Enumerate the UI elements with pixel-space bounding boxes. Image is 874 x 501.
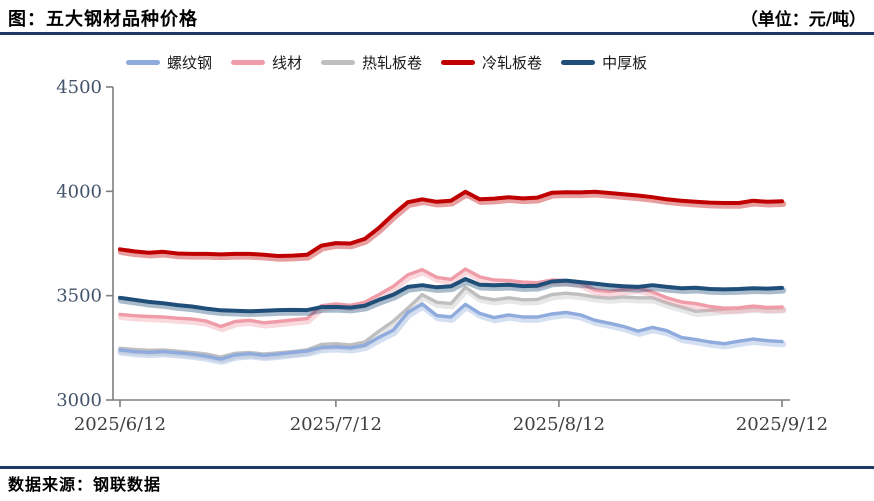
legend-item-cold_rolled: 冷轧板卷 [441,52,542,73]
legend-label: 线材 [272,54,303,72]
x-tick-label: 2025/6/12 [74,414,166,435]
y-tick-label: 3500 [56,286,102,307]
legend-item-plate: 中厚板 [561,52,647,73]
legend-label: 冷轧板卷 [482,54,543,72]
legend-item-rebar: 螺纹钢 [126,52,212,73]
legend-label: 热轧板卷 [362,54,423,72]
series-line-rebar [118,302,784,361]
legend-swatch [321,60,356,65]
legend-label: 螺纹钢 [167,54,213,72]
legend-label: 中厚板 [602,54,648,72]
series-line-wire_rod [118,267,784,329]
legend-item-hot_rolled: 热轧板卷 [321,52,422,73]
series-halo-cold_rolled [117,191,787,262]
series-halo-wire_rod [117,268,787,333]
chart-header: 图：五大钢材品种价格 （单位：元/吨） [0,0,874,31]
y-tick-label: 4500 [56,77,102,98]
legend-swatch [126,60,160,65]
x-tick-label: 2025/8/12 [513,414,605,435]
y-tick-label: 4000 [56,181,102,202]
axis-lines [112,87,790,401]
legend-swatch [231,60,266,65]
chart-unit-label: （单位：元/吨） [740,10,866,30]
legend-swatch [561,60,596,65]
x-tick-label: 2025/9/12 [736,414,828,435]
data-source: 数据来源：钢联数据 [8,475,162,494]
series-line-cold_rolled [118,189,784,258]
x-tick-label: 2025/7/12 [290,414,382,435]
footer-divider [0,466,874,469]
legend-swatch [441,60,476,65]
header-divider [0,32,874,35]
series-halo-plate [117,278,787,318]
series-halo-rebar [117,303,787,365]
series-line-plate [118,277,784,314]
y-tick-label: 3000 [56,390,102,411]
legend-item-wire_rod: 线材 [231,52,302,73]
chart-title: 图：五大钢材品种价格 [8,9,198,30]
chart-legend: 螺纹钢 线材 热轧板卷 冷轧板卷 中厚板 [126,52,666,73]
